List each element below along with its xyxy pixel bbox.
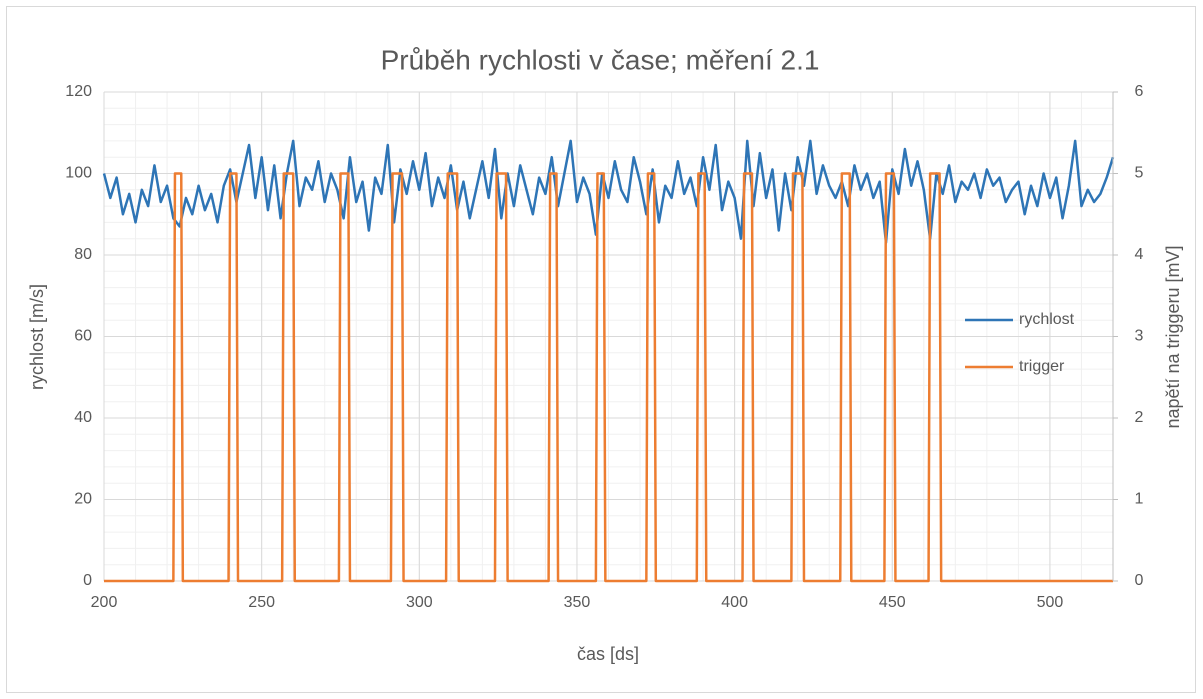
y2-tick-label: 2 xyxy=(1135,409,1144,426)
x-tick-label: 400 xyxy=(721,594,748,611)
x-tick-label: 450 xyxy=(879,594,906,611)
y-tick-label: 20 xyxy=(74,491,92,508)
x-tick-label: 300 xyxy=(406,594,433,611)
y-axis-title: rychlost [m/s] xyxy=(27,284,47,390)
x-tick-label: 500 xyxy=(1037,594,1064,611)
y-tick-label: 100 xyxy=(65,165,92,182)
chart-border xyxy=(6,6,1196,693)
chart-title: Průběh rychlosti v čase; měření 2.1 xyxy=(381,44,820,75)
y-tick-label: 60 xyxy=(74,328,92,345)
y2-axis-title: napětí na triggeru [mV] xyxy=(1163,245,1183,428)
y2-tick-label: 0 xyxy=(1135,572,1144,589)
y2-tick-label: 5 xyxy=(1135,165,1144,182)
legend-label: rychlost xyxy=(1019,311,1075,328)
series-line xyxy=(104,172,1113,583)
x-axis-title: čas [ds] xyxy=(577,644,639,664)
plot xyxy=(102,139,1115,583)
y2-tick-label: 4 xyxy=(1135,246,1144,263)
y2-tick-label: 3 xyxy=(1135,328,1144,345)
x-tick-label: 250 xyxy=(248,594,275,611)
legend-label: trigger xyxy=(1019,358,1065,375)
x-tick-label: 350 xyxy=(564,594,591,611)
y2-tick-label: 1 xyxy=(1135,491,1144,508)
y-tick-label: 80 xyxy=(74,246,92,263)
y-tick-label: 0 xyxy=(83,572,92,589)
y2-tick-label: 6 xyxy=(1135,83,1144,100)
x-tick-label: 200 xyxy=(91,594,118,611)
series-line xyxy=(102,139,1115,245)
y-tick-label: 40 xyxy=(74,409,92,426)
y-tick-label: 120 xyxy=(65,83,92,100)
